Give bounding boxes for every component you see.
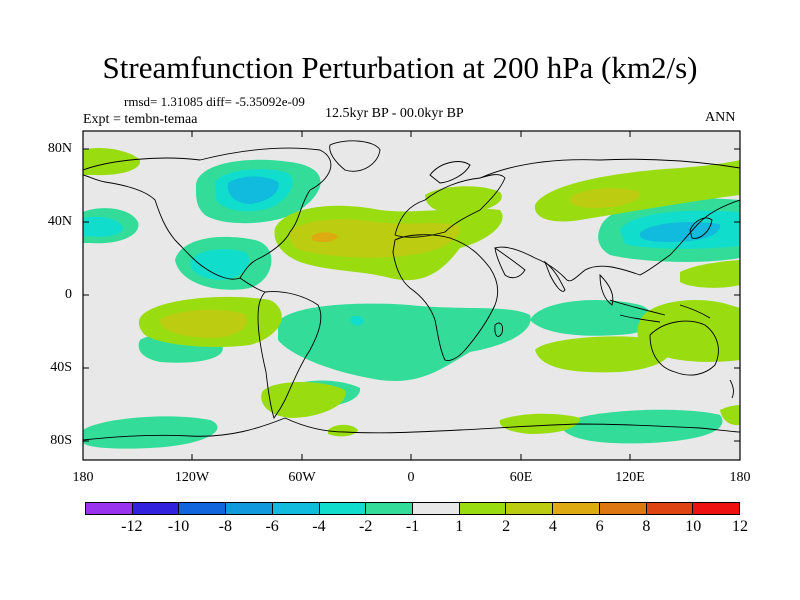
- y-tick-0: 0: [65, 287, 72, 302]
- colorbar-label: -8: [218, 518, 233, 535]
- y-tick-80s: 80S: [50, 433, 72, 448]
- colorbar-box: [272, 503, 320, 514]
- colorbar-box: [506, 503, 554, 514]
- coast-africa: [392, 234, 499, 361]
- contour-indian-ocean: [530, 300, 653, 336]
- coast-new-zealand: [729, 379, 734, 399]
- contour-west-pacific: [680, 260, 740, 288]
- coast-central-america: [239, 277, 266, 293]
- colorbar-box: [553, 503, 600, 514]
- colorbar-label: -10: [167, 518, 190, 535]
- coast-europe: [394, 174, 506, 238]
- contour-north-atlantic-core2: [312, 232, 338, 243]
- colorbar-box: [179, 503, 227, 514]
- season-label: ANN: [705, 110, 736, 125]
- period-label: 12.5kyr BP - 00.0kyr BP: [325, 106, 464, 121]
- x-tick-60w: 60W: [288, 470, 316, 485]
- colorbar-label: -6: [265, 518, 279, 535]
- coast-arabia: [494, 247, 526, 279]
- map-panel: [82, 130, 741, 461]
- contour-south-indian: [535, 336, 670, 373]
- x-tick-120e: 120E: [615, 470, 645, 485]
- contour-north-atlantic-core: [289, 219, 461, 258]
- plot-title: Streamfunction Perturbation at 200 hPa (…: [102, 50, 698, 85]
- coast-indonesia: [609, 299, 711, 323]
- x-tick-120w: 120W: [174, 470, 210, 485]
- colorbar-label: 2: [502, 518, 511, 535]
- colorbar-box: [693, 503, 740, 514]
- colorbar-label: -1: [405, 518, 420, 535]
- contour-tropical-pacific-core: [160, 309, 247, 338]
- stats-label: rmsd= 1.31085 diff= -5.35092e-09: [124, 94, 305, 109]
- colorbar: [85, 502, 740, 515]
- x-tick-60e: 60E: [509, 470, 533, 485]
- experiment-label: Expt = tembn-temaa: [83, 112, 198, 127]
- colorbar-label: 1: [455, 518, 464, 535]
- colorbar-label: 4: [548, 518, 557, 535]
- coast-japan: [689, 217, 713, 239]
- x-tick-180-left: 180: [72, 470, 94, 485]
- contour-southern-small: [328, 424, 358, 437]
- contour-north-east-pacific: [83, 148, 141, 176]
- coast-scandinavia: [429, 161, 471, 184]
- colorbar-box: [132, 503, 180, 514]
- coast-asia: [479, 158, 740, 282]
- colorbar-box: [366, 503, 414, 514]
- coast-north-america: [83, 147, 332, 280]
- coastlines: [83, 140, 740, 441]
- coast-southeast-asia: [599, 273, 614, 306]
- colorbar-label: 12: [732, 518, 748, 535]
- coast-south-america: [257, 291, 322, 420]
- colorbar-label: 10: [685, 518, 702, 535]
- contour-southern-ocean-east: [560, 409, 723, 444]
- colorbar-box: [319, 503, 367, 514]
- contour-east-pacific-north-core: [83, 216, 123, 237]
- contour-antarctic-edge: [720, 405, 740, 426]
- colorbar-box: [646, 503, 694, 514]
- contour-south-atlantic-core: [350, 315, 364, 326]
- colorbar-label: -2: [359, 518, 373, 535]
- colorbar-box: [599, 503, 647, 514]
- contour-south-atlantic-mid: [261, 381, 346, 418]
- coast-australia: [649, 320, 719, 376]
- colorbar-label: 8: [642, 518, 651, 535]
- colorbar-label: -4: [312, 518, 326, 535]
- coast-madagascar: [494, 322, 503, 337]
- contour-field: [83, 140, 740, 449]
- coast-india: [543, 260, 566, 292]
- contour-caribbean-core: [190, 249, 250, 280]
- contour-north-america-core2: [227, 176, 279, 204]
- colorbar-box: [226, 503, 273, 514]
- colorbar-box: [459, 503, 507, 514]
- colorbar-box: [413, 503, 460, 514]
- x-tick-0: 0: [407, 470, 415, 485]
- coast-antarctica: [83, 417, 740, 441]
- x-tick-180-right: 180: [729, 470, 751, 485]
- coast-greenland: [329, 140, 381, 172]
- colorbar-box: [86, 503, 133, 514]
- contour-southern-ocean-west: [83, 416, 218, 449]
- contour-asia-north-core: [569, 188, 641, 208]
- y-tick-40n: 40N: [47, 214, 72, 229]
- colorbar-label: 6: [595, 518, 604, 535]
- contour-southern-ocean-east-outer: [499, 413, 580, 434]
- colorbar-label: -12: [121, 518, 143, 535]
- y-tick-80n: 80N: [47, 141, 72, 156]
- axis-ticks: [83, 131, 740, 460]
- y-tick-40s: 40S: [50, 360, 72, 375]
- contour-south-atlantic: [278, 303, 531, 381]
